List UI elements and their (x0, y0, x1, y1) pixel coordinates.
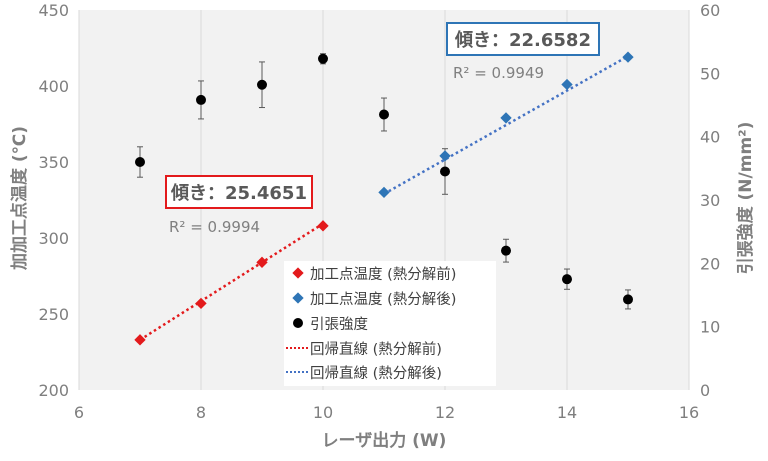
x-tick-label: 16 (679, 403, 699, 422)
data-point-circle (623, 294, 633, 305)
regression-line-4 (383, 55, 629, 196)
annotation-after-box (446, 22, 600, 56)
legend-item-tensile: 引張強度 (293, 316, 368, 333)
annotation-before-slope: 傾き：25.4651 (170, 182, 307, 204)
legend-item-reg-after: 回帰直線 (熱分解後) (286, 364, 442, 382)
data-point-circle (318, 53, 328, 64)
data-point-circle (379, 109, 389, 120)
legend: 加工点温度 (熱分解前) 加工点温度 (熱分解後) 引張強度 回帰直線 (熱分解… (284, 261, 496, 386)
data-point-diamond (134, 334, 146, 346)
annotation-before: 傾き：25.4651 R² = 0.9994 (165, 175, 313, 236)
tick-labels: 6 8 10 12 14 16 200 250 300 350 400 450 0 10 20 30 40 50 6… (38, 1, 720, 422)
data-point-diamond (439, 150, 451, 162)
y-right-tick-label: 30 (700, 191, 720, 210)
legend-item-before-temp: 加工点温度 (熱分解前) (292, 266, 456, 283)
x-tick-label: 6 (74, 403, 84, 422)
x-tick-label: 10 (313, 403, 333, 422)
legend-marker-before-temp (292, 267, 304, 279)
data-point-diamond (622, 51, 634, 63)
annotation-before-r2: R² = 0.9994 (169, 218, 260, 236)
regression-lines (139, 55, 629, 341)
data-point-diamond (378, 186, 390, 199)
data-point-circle (562, 274, 572, 285)
x-tick-label: 14 (557, 403, 577, 422)
x-tick-label: 8 (196, 403, 206, 422)
legend-label-before-temp: 加工点温度 (熱分解前) (310, 266, 456, 283)
data-point-circle (257, 79, 267, 90)
legend-item-after-temp: 加工点温度 (熱分解後) (292, 291, 456, 308)
annotation-after-r2: R² = 0.9949 (453, 64, 544, 82)
y-right-tick-label: 60 (700, 1, 720, 20)
legend-marker-tensile (293, 318, 303, 328)
y-right-tick-label: 20 (700, 254, 720, 273)
legend-box (284, 261, 496, 386)
legend-label-tensile: 引張強度 (310, 316, 368, 333)
data-point-circle (196, 94, 206, 105)
y-right-tick-label: 40 (700, 128, 720, 147)
annotation-after: 傾き：22.6582 R² = 0.9949 (446, 22, 600, 82)
y-right-tick-label: 0 (700, 381, 710, 400)
data-point-circle (135, 157, 145, 167)
data-point-circle (440, 166, 450, 177)
y-right-tick-label: 50 (700, 64, 720, 83)
annotation-after-slope: 傾き：22.6582 (454, 29, 591, 51)
annotation-before-box (165, 175, 313, 209)
y-axis-title-right: 引張強度 (N/mm²) (735, 122, 756, 275)
y-left-tick-label: 450 (38, 1, 69, 20)
y-left-tick-label: 200 (38, 381, 69, 400)
y-axis-title-left: 加加工点温度 (℃) (9, 126, 30, 271)
y-left-tick-label: 350 (38, 153, 69, 172)
y-right-tick-label: 10 (700, 318, 720, 337)
data-point-diamond (256, 256, 268, 268)
legend-label-reg-before: 回帰直線 (熱分解前) (310, 340, 442, 358)
legend-label-after-temp: 加工点温度 (熱分解後) (310, 291, 456, 308)
data-point-diamond (195, 297, 207, 310)
y-left-tick-label: 300 (38, 229, 69, 248)
legend-marker-after-temp (292, 292, 304, 304)
y-left-tick-label: 400 (38, 77, 69, 96)
data-point-diamond (317, 220, 329, 232)
data-point-circle (501, 245, 511, 256)
y-left-tick-label: 250 (38, 305, 69, 324)
x-tick-label: 12 (435, 403, 455, 422)
x-axis-title: レーザ出力 (W) (322, 430, 447, 451)
legend-item-reg-before: 回帰直線 (熱分解前) (286, 340, 442, 358)
legend-label-reg-after: 回帰直線 (熱分解後) (310, 364, 442, 382)
